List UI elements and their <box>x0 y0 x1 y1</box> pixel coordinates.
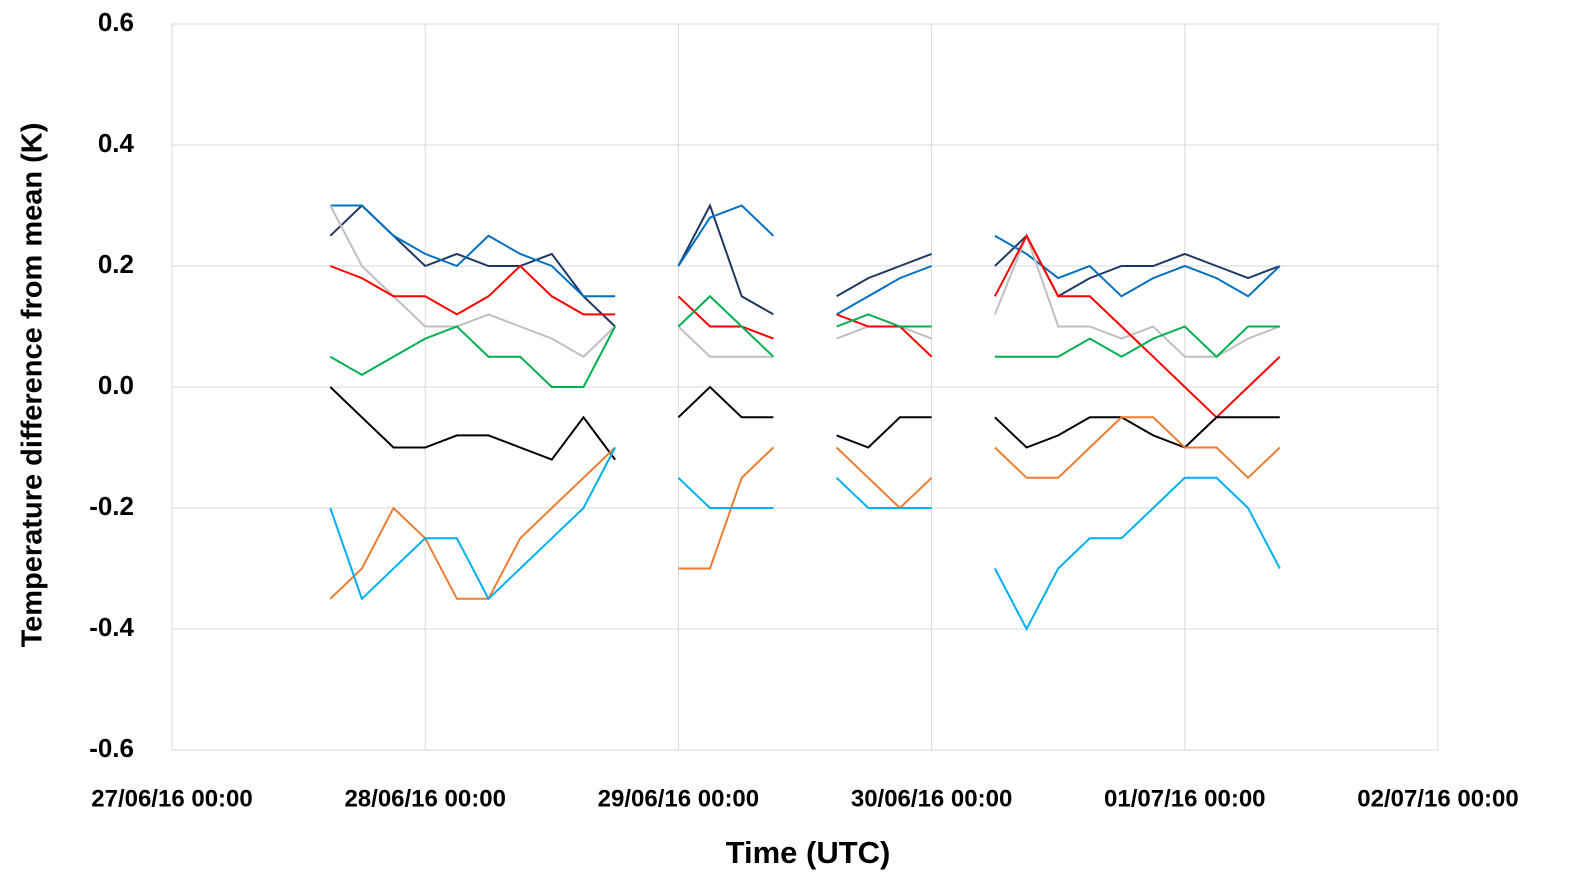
series-line <box>329 385 1280 461</box>
y-tick-label: -0.6 <box>89 733 134 763</box>
x-tick-label: 01/07/16 00:00 <box>1104 785 1265 812</box>
x-tick-label: 29/06/16 00:00 <box>598 785 759 812</box>
y-tick-label: 0.0 <box>98 370 134 400</box>
series-line <box>329 294 1280 388</box>
series-line <box>329 205 1281 358</box>
series-line <box>329 416 1281 600</box>
series-line <box>329 233 1281 419</box>
x-tick-label: 27/06/16 00:00 <box>91 785 252 812</box>
y-tick-label: 0.6 <box>98 7 134 37</box>
y-tick-label: 0.2 <box>98 249 134 279</box>
series-line <box>330 204 1281 316</box>
y-tick-label: -0.4 <box>89 612 134 642</box>
y-axis-label: Temperature difference from mean (K) <box>17 123 49 648</box>
series-line <box>329 447 1281 632</box>
x-tick-label: 28/06/16 00:00 <box>344 785 505 812</box>
y-tick-label: -0.2 <box>89 491 134 521</box>
series-line <box>329 202 1281 328</box>
x-tick-label: 02/07/16 00:00 <box>1357 785 1518 812</box>
x-tick-label: 30/06/16 00:00 <box>851 785 1012 812</box>
x-axis-label: Time (UTC) <box>726 835 891 870</box>
y-tick-label: 0.4 <box>98 128 135 158</box>
